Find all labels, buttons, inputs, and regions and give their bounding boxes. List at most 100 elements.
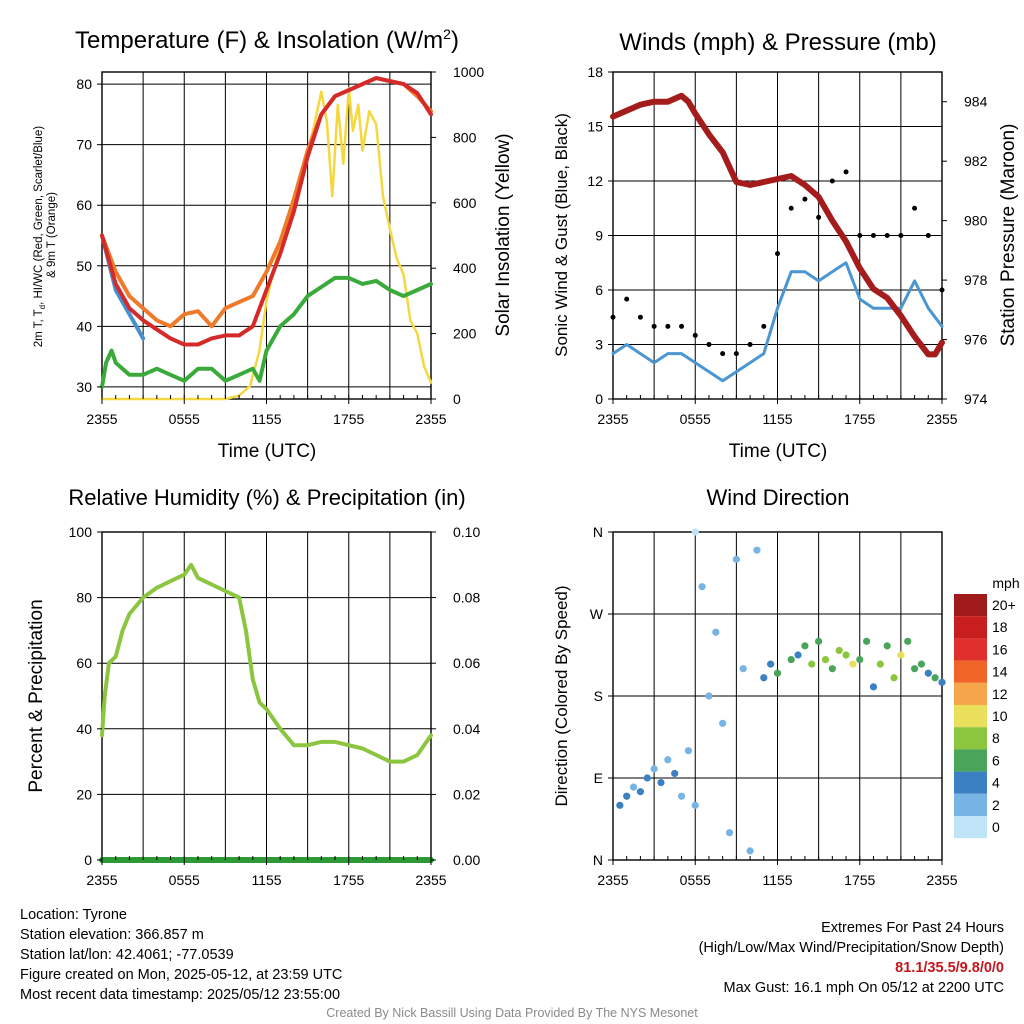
wind-direction-point: [876, 660, 884, 668]
x-tick-label: 2355: [597, 872, 628, 888]
colorbar-swatch: [954, 616, 987, 639]
gust-point: [857, 233, 863, 238]
wind-direction-point: [863, 637, 871, 645]
y-tick-label: 20: [76, 786, 92, 802]
x-tick-label: 1755: [333, 411, 364, 427]
x-tick-label: 0555: [680, 872, 711, 888]
wind-direction-point: [650, 765, 658, 773]
x-tick-label: 1155: [762, 872, 792, 888]
gust-point: [843, 169, 849, 175]
y-tick-label: 6: [595, 282, 603, 298]
winds-panel: Winds (mph) & Pressure (mb) 0 3 6 9 12 15 18 97…: [552, 29, 1019, 462]
colorbar-label: 4: [992, 775, 1000, 791]
y-tick-label: 18: [587, 64, 603, 80]
humidity-panel: Relative Humidity (%) & Precipitation (i…: [26, 485, 480, 888]
wind-direction-point: [773, 669, 782, 677]
wind-direction-point: [897, 651, 905, 659]
x-tick-label: 2355: [415, 872, 446, 888]
temperature-ylabel: 2m T, Td, HI/WC (Red, Green, Scarlet/Blu…: [33, 123, 58, 348]
y-right-tick-label: 974: [964, 391, 988, 407]
colorbar-swatch: [954, 594, 987, 617]
wind-direction-point: [629, 783, 638, 791]
y-right-tick-label: 0: [453, 391, 461, 407]
y-tick-label: 50: [76, 258, 92, 274]
y-tick-label: 60: [76, 655, 92, 671]
wind-direction-point: [801, 642, 809, 650]
colorbar-swatch: [954, 638, 987, 661]
colorbar-swatch: [954, 727, 987, 750]
wind-direction-point: [746, 847, 754, 855]
extremes-title: Extremes For Past 24 Hours: [821, 920, 1004, 936]
y-right-tick-label: 0.00: [453, 852, 480, 868]
y-right-tick-label: 0.02: [453, 786, 480, 802]
station-pressure-line: [610, 92, 945, 358]
colorbar-unit: mph: [992, 575, 1019, 591]
y-right-tick-label: 980: [964, 213, 988, 229]
gust-point: [651, 323, 657, 329]
x-tick-label: 0555: [169, 872, 200, 888]
y-right-tick-label: 0.10: [453, 524, 480, 540]
colorbar-swatch: [954, 816, 987, 839]
wind-direction-point: [684, 747, 692, 755]
x-tick-label: 2355: [926, 872, 957, 888]
wind-direction-point: [671, 769, 679, 778]
station-location: Location: Tyrone: [20, 907, 127, 923]
colorbar-label: 18: [992, 619, 1008, 635]
temperature-title: Temperature (F) & Insolation (W/m2): [75, 26, 459, 54]
wind-direction-point: [712, 628, 720, 636]
colorbar-swatch: [954, 749, 987, 772]
wind-direction-point: [924, 669, 932, 677]
x-tick-label: 1155: [251, 872, 281, 888]
wind-direction-point: [691, 528, 699, 536]
wind-direction-point: [760, 674, 768, 682]
wind-direction-point: [719, 719, 727, 727]
gust-point: [816, 214, 822, 220]
y-tick-label: 3: [595, 337, 603, 353]
gust-point: [720, 351, 726, 357]
insolation-line: [100, 87, 433, 401]
x-tick-label: 1155: [762, 411, 792, 427]
wind-direction-point: [890, 674, 898, 682]
wind-direction-point: [815, 637, 823, 645]
x-tick-label: 1755: [844, 411, 875, 427]
wind-direction-point: [664, 756, 672, 764]
wind-direction-point: [732, 555, 740, 563]
extremes-box: Extremes For Past 24 Hours (High/Low/Max…: [699, 918, 1004, 998]
recent-data-timestamp: Most recent data timestamp: 2025/05/12 2…: [20, 987, 341, 1003]
wind-direction-point: [869, 683, 878, 691]
y-tick-label: 0: [84, 852, 92, 868]
y-tick-label: 9: [595, 228, 603, 244]
wind-direction-point: [623, 792, 631, 800]
wind-direction-point: [931, 674, 939, 682]
wind-direction-point: [842, 651, 850, 659]
wind-direction-point: [725, 829, 734, 837]
temperature-xlabel: Time (UTC): [218, 441, 317, 462]
wind-direction-point: [910, 665, 919, 673]
extremes-values: 81.1/35.5/9.8/0/0: [895, 960, 1004, 976]
gust-point: [912, 205, 918, 211]
colorbar: 20+ 18 16 14 12 10 8 6 4 2 0: [954, 594, 1016, 839]
colorbar-swatch: [954, 682, 987, 705]
wind-direction-points-group: [616, 528, 946, 855]
gust-point: [939, 287, 945, 293]
max-gust: Max Gust: 16.1 mph On 05/12 at 2200 UTC: [723, 980, 1004, 996]
colorbar-label: 12: [992, 686, 1008, 702]
station-info: Location: Tyrone Station elevation: 366.…: [20, 905, 342, 1005]
wind-direction-point: [917, 660, 926, 668]
humidity-ylabel: Percent & Precipitation: [26, 599, 47, 792]
gust-point: [802, 196, 808, 202]
gust-point: [884, 233, 890, 238]
wind-direction-point: [883, 642, 891, 650]
x-tick-label: 1755: [844, 872, 875, 888]
x-tick-label: 1755: [333, 872, 364, 888]
wind-direction-point: [643, 774, 651, 782]
gust-point: [747, 342, 753, 347]
wind-direction-point: [691, 801, 699, 809]
colorbar-label: 0: [992, 819, 1000, 835]
sonic-wind-line: [611, 261, 944, 383]
gust-point: [624, 296, 630, 302]
wind-direction-point: [753, 546, 761, 554]
colorbar-swatch: [954, 660, 987, 683]
y-right-tick-label: 0.06: [453, 655, 480, 671]
gust-point: [637, 314, 643, 320]
